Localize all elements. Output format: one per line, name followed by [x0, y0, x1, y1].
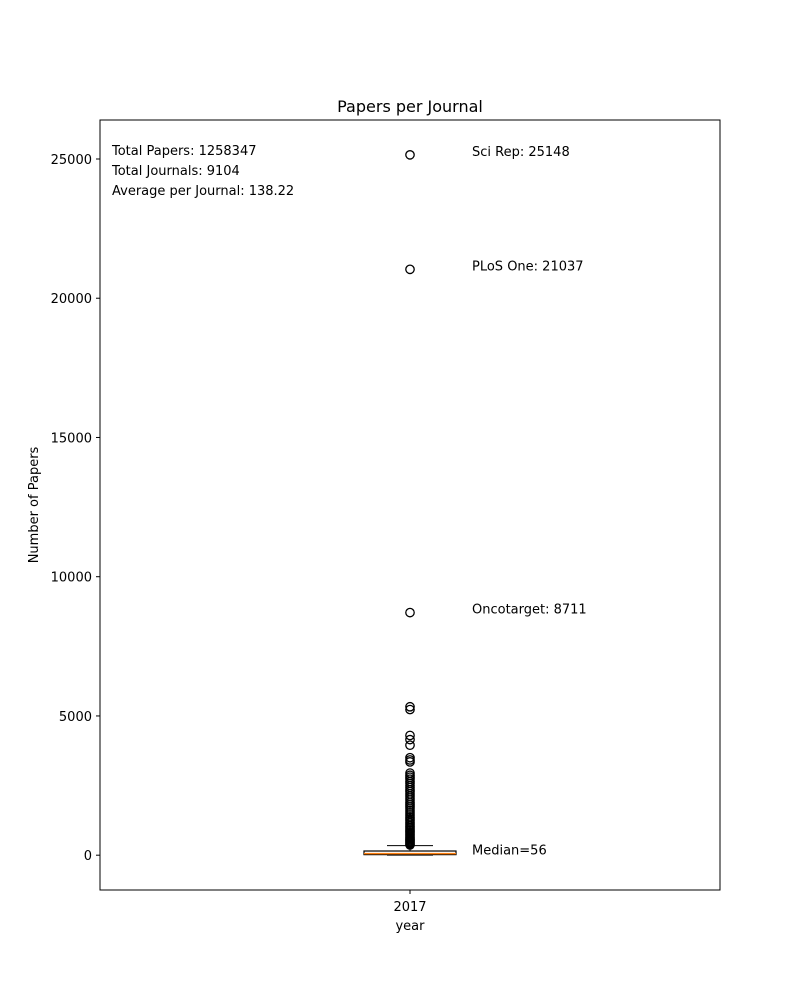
annotation-label: PLoS One: 21037: [472, 259, 584, 274]
outlier-point: [405, 264, 415, 275]
outlier-point: [405, 757, 415, 767]
stat-total-papers: Total Papers: 1258347: [111, 144, 257, 159]
stat-average: Average per Journal: 138.22: [112, 184, 294, 199]
outlier-point: [405, 730, 415, 741]
x-axis-label: year: [395, 919, 425, 934]
outlier-points: [405, 150, 415, 850]
outlier-point: [405, 701, 415, 712]
y-tick-label: 5000: [59, 710, 92, 725]
x-tick-label: 2017: [393, 900, 426, 915]
annotation-label: Sci Rep: 25148: [472, 145, 570, 160]
y-tick-label: 0: [84, 849, 92, 864]
outlier-point: [405, 840, 415, 850]
y-axis-ticks: 0 5000 10000 15000 20000 25000: [51, 153, 100, 864]
y-axis-label: Number of Papers: [27, 446, 42, 563]
annotation-label: Oncotarget: 8711: [472, 603, 587, 618]
outlier-point: [405, 704, 415, 715]
y-tick-label: 25000: [51, 153, 92, 168]
stats-text-block: Total Papers: 1258347 Total Journals: 91…: [111, 144, 294, 199]
annotation-label: Median=56: [472, 844, 547, 859]
outlier-point: [405, 734, 415, 745]
x-axis-ticks: 2017: [393, 890, 427, 915]
stat-total-journals: Total Journals: 9104: [111, 164, 240, 179]
annotations: Sci Rep: 25148 PLoS One: 21037 Oncotarget:…: [472, 145, 587, 859]
interquartile-box: [363, 850, 457, 856]
outlier-point: [405, 607, 415, 618]
outlier-point: [405, 740, 415, 751]
y-tick-label: 20000: [51, 292, 92, 307]
chart-title: Papers per Journal: [337, 97, 483, 116]
y-tick-label: 15000: [51, 431, 92, 446]
outlier-point: [405, 150, 415, 160]
y-tick-label: 10000: [51, 571, 92, 586]
